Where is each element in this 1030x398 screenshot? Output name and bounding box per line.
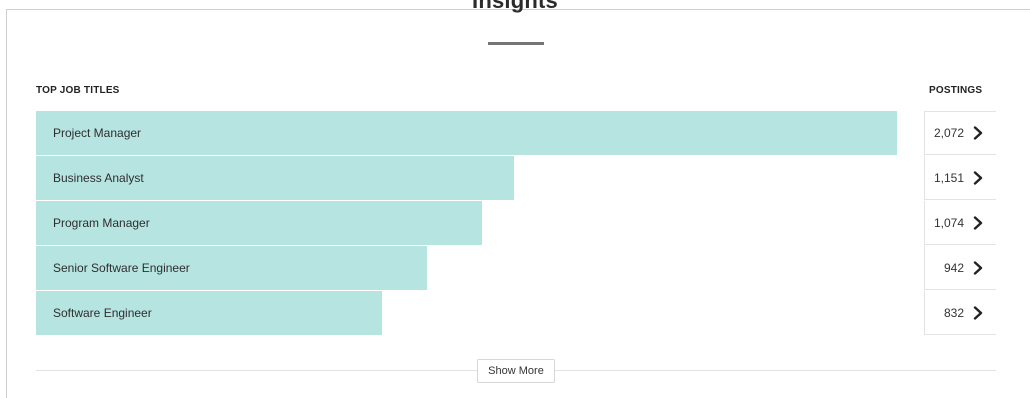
postings-link[interactable]: 2,072 [924,111,996,155]
job-title-label: Software Engineer [53,291,152,335]
postings-link[interactable]: 1,074 [924,201,996,245]
postings-link[interactable]: 1,151 [924,156,996,200]
job-titles-list: Project Manager 2,072 Business Analyst 1… [36,111,996,336]
postings-count: 1,151 [934,171,964,185]
column-header-job-titles: TOP JOB TITLES [36,85,120,96]
postings-count: 942 [944,261,964,275]
job-title-label: Program Manager [53,201,150,245]
postings-count: 2,072 [934,126,964,140]
postings-link[interactable]: 832 [924,291,996,335]
job-title-bar[interactable] [36,111,897,155]
postings-count: 832 [944,306,964,320]
list-item: Project Manager 2,072 [36,111,996,156]
chevron-right-icon [972,306,984,320]
title-underline [488,42,544,45]
list-item: Software Engineer 832 [36,291,996,336]
chevron-right-icon [972,171,984,185]
job-title-label: Business Analyst [53,156,144,200]
list-item: Senior Software Engineer 942 [36,246,996,291]
postings-link[interactable]: 942 [924,246,996,290]
show-more-button[interactable]: Show More [477,359,555,383]
chevron-right-icon [972,216,984,230]
section-title: Insights [0,0,1030,15]
column-header-postings: POSTINGS [929,85,982,96]
list-item: Business Analyst 1,151 [36,156,996,201]
job-title-label: Senior Software Engineer [53,246,190,290]
postings-count: 1,074 [934,216,964,230]
list-item: Program Manager 1,074 [36,201,996,246]
job-title-label: Project Manager [53,111,141,155]
chevron-right-icon [972,126,984,140]
chevron-right-icon [972,261,984,275]
